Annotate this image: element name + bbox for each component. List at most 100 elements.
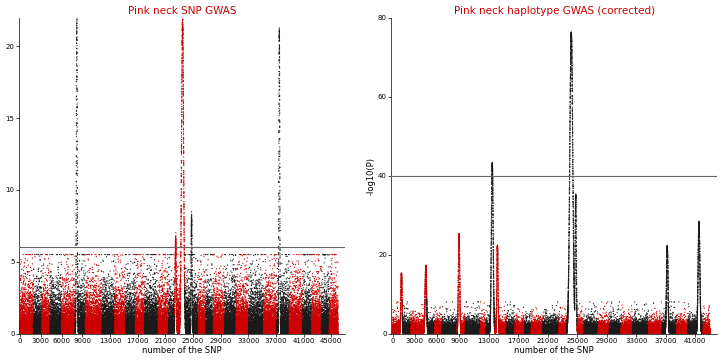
- Point: [320, 325, 331, 331]
- Point: [569, 290, 581, 295]
- Point: [675, 328, 687, 334]
- Point: [311, 299, 322, 305]
- Point: [587, 329, 599, 334]
- Point: [422, 309, 433, 315]
- Point: [262, 302, 273, 308]
- Point: [541, 330, 552, 335]
- Point: [390, 329, 402, 334]
- Point: [449, 328, 461, 334]
- Point: [89, 321, 100, 326]
- Point: [542, 327, 553, 332]
- Point: [27, 315, 38, 321]
- Point: [25, 319, 37, 325]
- Point: [325, 308, 336, 314]
- Point: [422, 310, 433, 316]
- Point: [432, 329, 443, 335]
- Point: [37, 325, 48, 331]
- Point: [286, 311, 297, 317]
- Point: [69, 316, 80, 322]
- Point: [47, 314, 59, 320]
- Point: [176, 219, 187, 225]
- Point: [180, 297, 192, 303]
- Point: [547, 330, 558, 336]
- Point: [244, 315, 255, 321]
- Point: [682, 323, 693, 329]
- Point: [452, 302, 463, 308]
- Point: [518, 323, 530, 329]
- Point: [665, 330, 677, 335]
- Point: [31, 329, 43, 334]
- Point: [398, 330, 410, 336]
- Point: [283, 327, 295, 332]
- Point: [625, 329, 637, 335]
- Point: [231, 287, 242, 293]
- Point: [464, 326, 476, 331]
- Point: [514, 327, 526, 333]
- Point: [30, 309, 42, 315]
- Point: [152, 328, 163, 334]
- Point: [496, 324, 508, 330]
- Point: [543, 327, 555, 333]
- Point: [27, 272, 39, 278]
- Point: [61, 330, 72, 336]
- Point: [285, 322, 296, 327]
- Point: [519, 329, 531, 334]
- Point: [136, 291, 147, 297]
- Point: [650, 329, 662, 335]
- Point: [599, 327, 610, 333]
- Point: [168, 323, 179, 329]
- Point: [238, 288, 249, 293]
- Point: [505, 329, 516, 335]
- Point: [544, 330, 556, 335]
- Point: [68, 309, 80, 314]
- Point: [703, 329, 714, 334]
- Point: [228, 310, 240, 316]
- Point: [123, 321, 134, 327]
- Point: [623, 330, 635, 335]
- Point: [42, 316, 54, 322]
- Point: [223, 317, 234, 323]
- Point: [475, 328, 487, 334]
- Point: [130, 296, 142, 302]
- Point: [227, 322, 239, 328]
- Point: [34, 324, 46, 330]
- Point: [194, 318, 205, 324]
- Point: [446, 331, 458, 336]
- Point: [286, 330, 298, 336]
- Point: [180, 330, 192, 336]
- Point: [18, 313, 30, 318]
- Point: [288, 329, 299, 335]
- Point: [489, 329, 501, 335]
- Point: [26, 315, 38, 321]
- Point: [495, 330, 506, 336]
- Point: [77, 319, 89, 325]
- Point: [586, 330, 597, 335]
- Point: [273, 79, 285, 85]
- Point: [73, 329, 85, 334]
- Point: [33, 293, 44, 299]
- Point: [116, 298, 127, 304]
- Point: [259, 319, 270, 325]
- Point: [479, 325, 491, 331]
- Point: [500, 329, 511, 335]
- Point: [68, 320, 80, 326]
- Point: [638, 326, 650, 332]
- Point: [517, 330, 529, 336]
- Point: [247, 290, 259, 296]
- Point: [22, 325, 34, 331]
- Point: [530, 330, 542, 336]
- Point: [407, 329, 419, 335]
- Point: [562, 293, 574, 299]
- Point: [610, 326, 622, 332]
- Point: [143, 318, 155, 323]
- Point: [290, 262, 301, 268]
- Point: [646, 325, 657, 331]
- Point: [172, 307, 184, 313]
- Point: [207, 323, 218, 329]
- Point: [670, 329, 682, 335]
- Point: [555, 327, 567, 333]
- Point: [130, 304, 142, 310]
- Point: [257, 314, 268, 320]
- Point: [586, 324, 597, 330]
- Point: [274, 57, 286, 63]
